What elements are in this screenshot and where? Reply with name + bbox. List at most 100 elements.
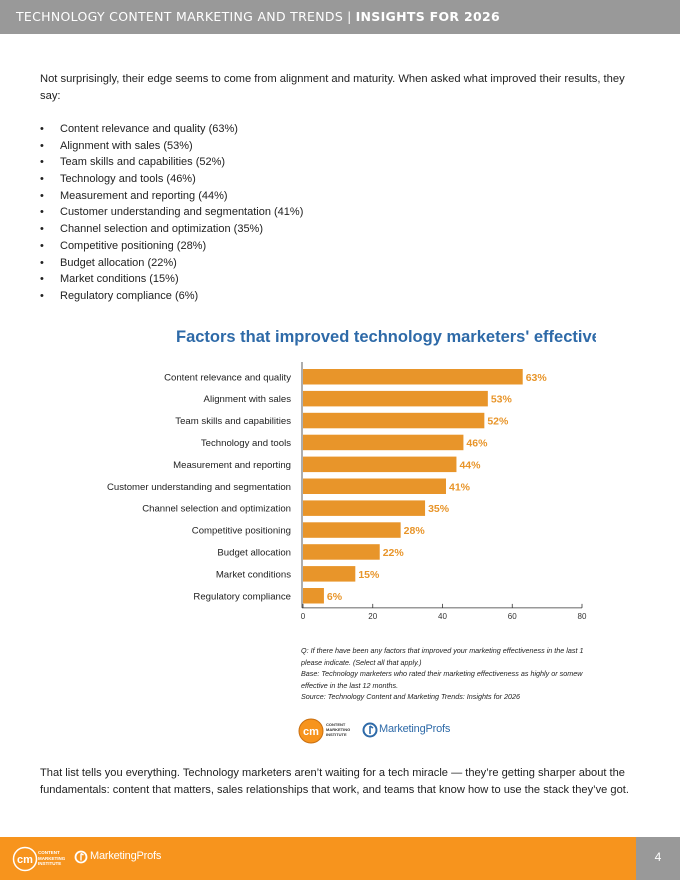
bar <box>303 566 356 582</box>
list-item-text: Team skills and capabilities (52%) <box>60 156 226 169</box>
footer-cmi-logo-line: CONTENT <box>38 850 60 855</box>
chart-title: Factors that improved technology markete… <box>176 328 596 346</box>
x-tick-label: 80 <box>578 612 587 621</box>
marketingprofs-logo-icon <box>362 722 378 738</box>
list-item-text: Market conditions (15%) <box>60 273 179 286</box>
category-label: Market conditions <box>216 569 291 580</box>
footer-marketingprofs-logo-text: MarketingProfs <box>90 850 162 862</box>
marketingprofs-logo-text: MarketingProfs <box>379 723 451 735</box>
page-footer: cm CONTENT MARKETING INSTITUTE Marketing… <box>0 837 680 880</box>
note-source: Source: Technology Content and Marketing… <box>301 692 520 702</box>
note-base: Base: Technology marketers who rated the… <box>301 669 583 679</box>
category-label: Budget allocation <box>217 547 291 558</box>
bar <box>303 412 485 429</box>
note-question-cont: please indicate. (Select all that apply.… <box>301 657 422 667</box>
category-label: Measurement and reporting <box>173 460 291 471</box>
list-item-text: Channel selection and optimization (35%) <box>60 223 264 236</box>
footer-cmi-logo-mark: cm <box>17 854 33 866</box>
cmi-logo-icon: cm <box>298 718 324 744</box>
category-label: Competitive positioning <box>192 526 291 537</box>
bullet-icon: • <box>40 206 44 219</box>
bullet-icon: • <box>40 189 44 202</box>
value-label: 35% <box>428 503 450 515</box>
closing-paragraph: That list tells you everything. Technolo… <box>40 767 629 796</box>
bar <box>303 588 324 604</box>
list-item: • Team skills and capabilities (52%) <box>40 154 640 171</box>
x-tick-label: 20 <box>368 612 377 621</box>
list-item-text: Competitive positioning (28%) <box>60 239 207 252</box>
list-item-text: Alignment with sales (53%) <box>60 139 193 152</box>
intro-paragraph: Not surprisingly, their edge seems to co… <box>40 73 625 102</box>
value-label: 15% <box>358 569 380 581</box>
value-label: 52% <box>487 416 509 428</box>
footer-cmi-logo-line: INSTITUTE <box>38 861 62 866</box>
category-label: Channel selection and optimization <box>142 504 291 515</box>
bullet-icon: • <box>40 139 44 152</box>
list-item: • Regulatory compliance (6%) <box>40 288 640 305</box>
list-item: • Content relevance and quality (63%) <box>40 121 640 138</box>
category-label: Team skills and capabilities <box>175 416 291 427</box>
bullet-icon: • <box>40 289 44 302</box>
value-label: 63% <box>526 372 548 384</box>
x-tick-label: 60 <box>508 612 517 621</box>
footer-cmi-logo-line: MARKETING <box>38 855 66 861</box>
note-question: Q: If there have been any factors that i… <box>301 646 584 655</box>
list-item-text: Technology and tools (46%) <box>60 173 196 186</box>
category-label: Regulatory compliance <box>193 591 291 602</box>
bullet-icon: • <box>40 239 44 252</box>
value-label: 6% <box>327 591 343 603</box>
cmi-logo-line: CONTENT <box>326 722 346 727</box>
bullet-icon: • <box>40 223 44 236</box>
category-label: Content relevance and quality <box>164 372 291 383</box>
x-tick-label: 0 <box>301 612 306 621</box>
page-number: 4 <box>636 837 680 880</box>
bullet-icon: • <box>40 173 44 186</box>
bar-chart: Content relevance and quality 63% Alignmen… <box>107 362 587 621</box>
category-label: Alignment with sales <box>204 394 292 405</box>
cmi-logo-line: INSTITUTE <box>326 732 347 737</box>
bar <box>303 500 426 516</box>
list-item-text: Measurement and reporting (44%) <box>60 189 228 202</box>
header-subtitle: INSIGHTS FOR 2026 <box>355 9 500 24</box>
bar <box>303 434 464 451</box>
value-label: 28% <box>404 525 426 537</box>
category-label: Customer understanding and segmentation <box>107 482 291 493</box>
x-tick-label: 40 <box>438 612 447 621</box>
value-label: 53% <box>491 394 513 406</box>
footer-cmi-logo-icon: cm <box>12 846 38 872</box>
note-base-cont: effective in the last 12 months. <box>301 680 399 690</box>
value-label: 22% <box>383 547 405 559</box>
bar <box>303 544 380 560</box>
list-item: • Budget allocation (22%) <box>40 255 640 272</box>
list-item-text: Content relevance and quality (63%) <box>60 123 238 135</box>
list-item: • Channel selection and optimization (35%… <box>40 221 640 238</box>
footer-cmi-logo-text: CONTENT MARKETING INSTITUTE <box>38 850 65 867</box>
list-item: • Customer understanding and segmentation… <box>40 204 640 221</box>
category-label: Technology and tools <box>201 438 291 449</box>
bullet-icon: • <box>40 256 44 269</box>
factor-list: • Content relevance and quality (63%) • Al… <box>40 121 640 305</box>
page-header: TECHNOLOGY CONTENT MARKETING AND TRENDS |… <box>0 0 680 34</box>
cmi-logo-line: MARKETING <box>326 727 351 732</box>
list-item: • Technology and tools (46%) <box>40 171 640 188</box>
header-title: TECHNOLOGY CONTENT MARKETING AND TRENDS <box>16 9 344 24</box>
bullet-icon: • <box>40 123 44 135</box>
chart-logos: cm CONTENT MARKETING INSTITUTE Marketing… <box>298 718 468 744</box>
bar <box>303 456 457 473</box>
bar <box>303 478 446 494</box>
list-item-text: Regulatory compliance (6%) <box>60 289 199 302</box>
list-item: • Alignment with sales (53%) <box>40 138 640 155</box>
footer-marketingprofs-logo-icon <box>74 850 88 864</box>
bar <box>303 369 523 385</box>
bullet-icon: • <box>40 273 44 286</box>
list-item: • Market conditions (15%) <box>40 271 640 288</box>
bar <box>303 522 401 538</box>
cmi-logo-text: CONTENT MARKETING INSTITUTE <box>326 722 350 737</box>
value-label: 41% <box>449 481 471 493</box>
bullet-icon: • <box>40 156 44 169</box>
cmi-logo-mark: cm <box>303 726 319 738</box>
value-label: 46% <box>466 437 488 449</box>
header-separator: | <box>347 9 352 24</box>
list-item-text: Customer understanding and segmentation … <box>60 206 304 219</box>
list-item-text: Budget allocation (22%) <box>60 256 177 269</box>
